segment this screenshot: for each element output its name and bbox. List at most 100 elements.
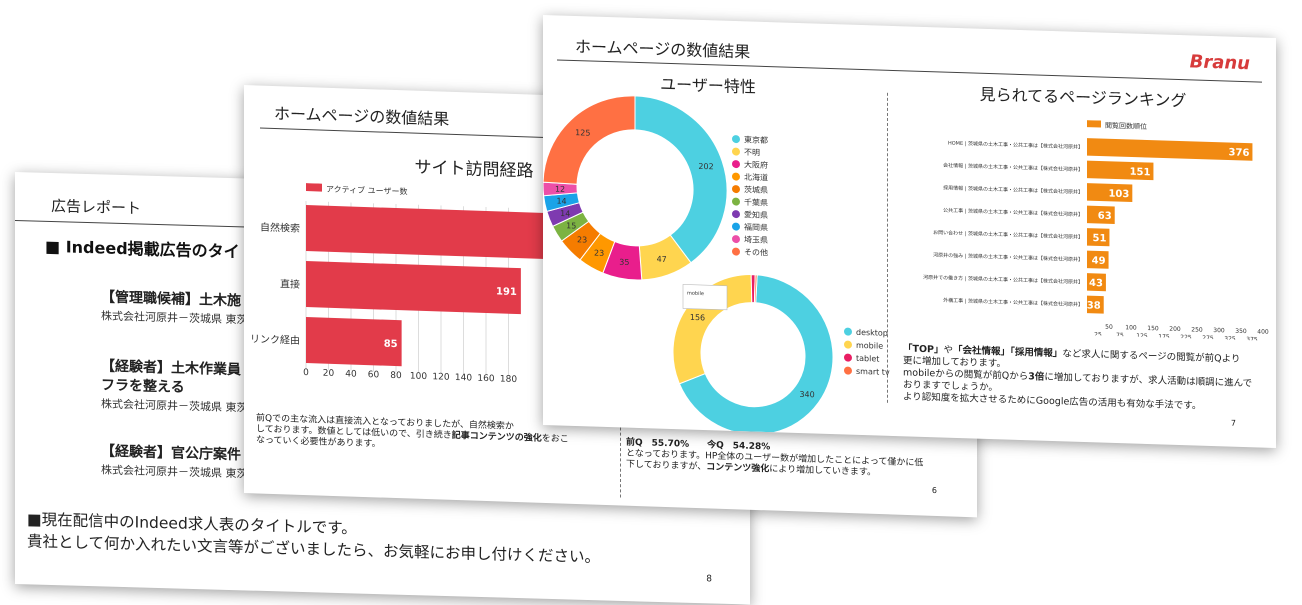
- x-tick-label: 175: [1158, 333, 1170, 340]
- x-tick-label: 325: [1224, 335, 1236, 340]
- data-label: 38: [1087, 300, 1101, 311]
- x-tick-label: 0: [303, 368, 309, 378]
- legend-marker: [844, 327, 852, 336]
- x-tick-label: 100: [1125, 324, 1137, 331]
- x-tick-label: 250: [1191, 326, 1203, 333]
- x-tick-label: 50: [1105, 324, 1113, 331]
- page-rank-bar-chart: 閲覧回数順位 HOME | 茨城県の土木工事・公共工事は【株式会社河原井】 376 会…: [923, 120, 1269, 341]
- legend-marker: [732, 135, 740, 144]
- x-tick-label: 225: [1180, 334, 1192, 341]
- data-label: 43: [1089, 278, 1103, 289]
- section-heading: ■ Indeed掲載広告のタイ: [45, 236, 240, 262]
- job-company: 株式会社河原井－茨城県 東茨: [101, 463, 248, 481]
- category-label: 公共工事 | 茨城県の土木工事・公共工事は【株式会社河原井】: [943, 207, 1083, 218]
- data-label: 85: [384, 339, 398, 350]
- slice-label: 156: [690, 313, 705, 322]
- category-label: リンク経由: [250, 332, 300, 347]
- note-text-right: 前Q 55.70% 今Q 54.28% となっております。HP全体のユーザー数が…: [626, 438, 976, 483]
- note-span: 下しておりますが、: [626, 459, 707, 473]
- chart-title: 見られてるページランキング: [979, 84, 1187, 111]
- bar: [1087, 295, 1104, 314]
- legend-marker: [732, 235, 740, 244]
- legend-label: 千葉県: [744, 197, 768, 208]
- note-bold: 記事コンテンツの強化: [451, 430, 542, 444]
- legend-label: tablet: [856, 354, 879, 364]
- bar: [1087, 228, 1110, 247]
- data-label: 103: [1108, 189, 1129, 201]
- data-label: 49: [1092, 255, 1106, 266]
- divider: [620, 427, 621, 498]
- x-tick-label: 150: [1147, 325, 1159, 332]
- slice-label: 12: [555, 185, 565, 194]
- slice-label: 23: [577, 235, 587, 244]
- x-tick-label: 125: [1136, 333, 1148, 340]
- x-tick-label: 80: [390, 371, 402, 381]
- category-label: 外構工事 | 茨城県の土木工事・公共工事は【株式会社河原井】: [943, 297, 1083, 308]
- tooltip-box: [682, 284, 728, 311]
- legend-swatch: [306, 183, 322, 192]
- x-tick-label: 100: [410, 372, 427, 383]
- data-label: 376: [1229, 147, 1250, 159]
- job-company: 株式会社河原井－茨城県 東茨: [101, 397, 248, 415]
- legend-marker: [732, 160, 740, 169]
- legend-label: 大阪府: [744, 159, 768, 170]
- legend-label: 東京都: [744, 134, 768, 145]
- desc-bold: 「TOP」: [903, 343, 944, 356]
- footer-note: ■現在配信中のIndeed求人表のタイトルです。 貴社として何か入れたい文言等が…: [27, 508, 747, 572]
- bar: [306, 205, 564, 260]
- legend-marker: [732, 197, 740, 206]
- legend-marker: [844, 340, 852, 349]
- bar: [1087, 160, 1154, 181]
- tooltip-text: mobile: [687, 291, 704, 298]
- legend-label: その他: [744, 247, 768, 258]
- legend-marker: [732, 222, 740, 231]
- x-tick-label: 75: [1116, 332, 1124, 339]
- x-tick-label: 275: [1202, 335, 1214, 341]
- slice-label: 14: [556, 197, 566, 206]
- desc-bold: 「会社情報」: [953, 344, 1011, 358]
- desc-bold: 3倍: [1028, 371, 1045, 383]
- note-span: をおこ: [541, 433, 569, 445]
- x-tick-label: 60: [368, 370, 380, 380]
- job-item: 【管理職候補】土木施 株式会社河原井－茨城県 東茨: [101, 288, 248, 327]
- x-tick-label: 25: [1094, 331, 1102, 338]
- legend-label: 福岡県: [744, 223, 768, 233]
- bar: [1087, 273, 1106, 292]
- legend-label: smart tv: [856, 367, 890, 377]
- note-span: により増加していきます。: [769, 464, 876, 478]
- bar: [1087, 205, 1115, 224]
- category-label: 河原井の強み | 茨城県の土木工事・公共工事は【株式会社河原井】: [933, 252, 1083, 264]
- category-label: 直接: [280, 277, 300, 291]
- legend-marker: [844, 366, 852, 375]
- x-tick-label: 300: [1213, 327, 1225, 334]
- legend-marker: [732, 147, 740, 156]
- legend-label: 愛知県: [744, 209, 768, 220]
- x-tick-label: 375: [1246, 336, 1258, 341]
- x-tick-label: 160: [477, 374, 494, 385]
- legend-label: desktop: [856, 328, 888, 338]
- page-number: 6: [931, 485, 937, 495]
- desc-bold: 「採用情報」: [1010, 346, 1063, 360]
- donut-slice: [678, 274, 834, 436]
- bar: [306, 317, 402, 367]
- legend-label: アクティブ ユーザー数: [326, 184, 407, 197]
- legend-label: mobile: [856, 341, 883, 351]
- legend-label: 不明: [744, 148, 760, 158]
- slice-label: 340: [799, 390, 814, 399]
- donut-slice: [543, 95, 636, 185]
- x-tick-label: 40: [345, 369, 357, 379]
- legend-label: 閲覧回数順位: [1105, 121, 1147, 131]
- x-tick-label: 20: [323, 369, 335, 379]
- slice-label: 15: [566, 221, 576, 230]
- description: 「TOP」や「会社情報」「採用情報」など求人に関するページの閲覧が前Qより 更に…: [903, 343, 1273, 415]
- x-tick-label: 180: [500, 374, 517, 385]
- slice-label: 23: [594, 248, 604, 257]
- slide-title: ホームページの数値結果: [274, 103, 450, 129]
- slice-label: 47: [657, 255, 667, 264]
- desc-span: や: [943, 344, 954, 356]
- slice-label: 35: [619, 258, 629, 267]
- device-donut-chart: 340 156 mobile desktop mobile tablet smart tv: [673, 274, 890, 436]
- route-bar-chart: アクティブ ユーザー数 0 20 40 60 80 100 120 140 160 180 自然検索直…: [250, 183, 564, 385]
